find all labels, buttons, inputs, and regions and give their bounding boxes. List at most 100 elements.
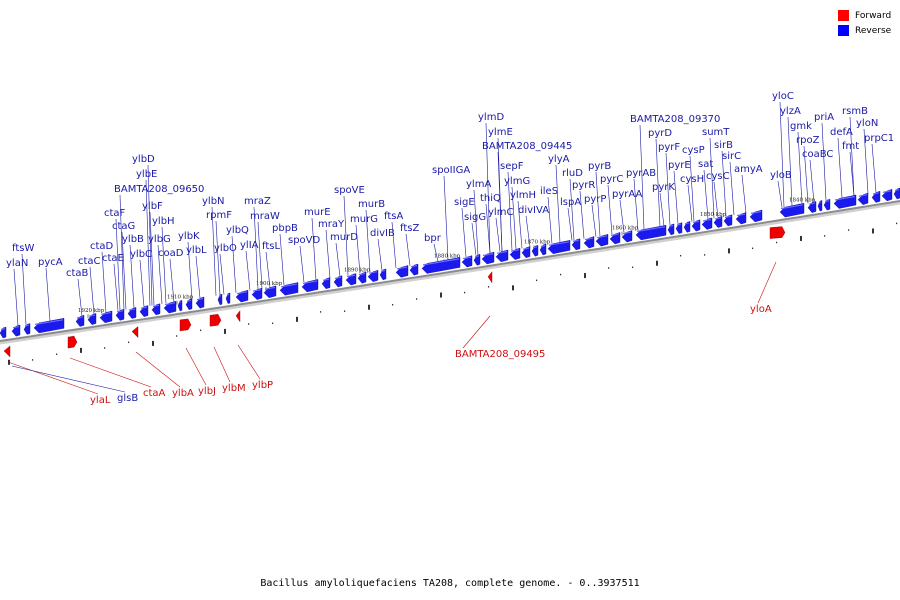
reverse-gene-label[interactable]: sigE [454, 197, 475, 208]
forward-gene-label[interactable]: yloA [750, 304, 772, 315]
reverse-gene-label[interactable]: ylmC [488, 207, 513, 218]
forward-gene-label[interactable]: ylbP [252, 380, 273, 391]
reverse-gene-label[interactable]: spoVD [288, 235, 321, 246]
forward-gene-label[interactable]: ylaL [90, 395, 111, 406]
forward-feature-arrow[interactable] [235, 310, 241, 323]
reverse-gene-label[interactable]: BAMTA208_09650 [114, 184, 204, 195]
reverse-gene-label[interactable]: pyrC [600, 174, 623, 185]
reverse-gene-label[interactable]: ylbL [186, 245, 207, 256]
reverse-gene-label[interactable]: ylbO [214, 243, 237, 254]
reverse-gene-label[interactable]: ylbB [122, 234, 144, 245]
reverse-gene-label[interactable]: murE [304, 207, 331, 218]
reverse-gene-label[interactable]: rsmB [842, 106, 868, 117]
reverse-gene-label[interactable]: ftsZ [400, 223, 419, 234]
reverse-gene-label[interactable]: ctaC [78, 256, 101, 267]
forward-gene-label[interactable]: ctaA [143, 388, 166, 399]
reverse-gene-label[interactable]: yloB [770, 170, 792, 181]
reverse-gene-label[interactable]: ylbE [136, 169, 157, 180]
reverse-gene-label[interactable]: ftsW [12, 243, 34, 254]
reverse-gene-label[interactable]: mraZ [244, 196, 271, 207]
reverse-gene-label[interactable]: ileS [540, 186, 558, 197]
forward-feature-arrow[interactable] [487, 271, 493, 284]
reverse-gene-label[interactable]: pyrF [658, 142, 680, 153]
reverse-gene-label[interactable]: yloN [856, 118, 878, 129]
reverse-gene-label[interactable]: pyrAB [626, 168, 656, 179]
reverse-gene-label[interactable]: pyrB [588, 161, 611, 172]
forward-feature-arrow[interactable] [3, 345, 11, 358]
reverse-gene-label[interactable]: coaD [158, 248, 184, 259]
forward-feature-arrow[interactable] [67, 335, 78, 349]
reverse-gene-label[interactable]: ylmA [466, 179, 491, 190]
reverse-gene-label[interactable]: mraW [250, 211, 280, 222]
reverse-gene-label[interactable]: murD [330, 232, 358, 243]
reverse-gene-label[interactable]: divIVA [518, 205, 549, 216]
reverse-gene-label[interactable]: pyrE [668, 160, 691, 171]
reverse-gene-label[interactable]: rpoZ [796, 135, 820, 146]
reverse-gene-label[interactable]: bpr [424, 233, 442, 244]
reverse-gene-label[interactable]: ylbK [178, 231, 200, 242]
reverse-gene-label[interactable]: ylbQ [226, 225, 249, 236]
reverse-gene-label[interactable]: ylbC [130, 249, 152, 260]
reverse-gene-label[interactable]: ftsL [262, 241, 280, 252]
reverse-gene-label[interactable]: pyrD [648, 128, 672, 139]
reverse-gene-label[interactable]: ftsA [384, 211, 403, 222]
reverse-gene-label[interactable]: cysH [680, 174, 704, 185]
reverse-gene-label[interactable]: ctaG [112, 221, 135, 232]
reverse-gene-label[interactable]: BAMTA208_09370 [630, 114, 720, 125]
reverse-gene-label[interactable]: ctaF [104, 208, 126, 219]
reverse-gene-label[interactable]: sigG [464, 212, 486, 223]
reverse-gene-label[interactable]: pyrP [584, 194, 606, 205]
reverse-gene-label[interactable]: ylbH [152, 216, 175, 227]
forward-gene-label[interactable]: BAMTA208_09495 [455, 349, 545, 360]
reverse-gene-label[interactable]: sirC [722, 151, 741, 162]
forward-feature-arrow[interactable] [209, 314, 222, 327]
reverse-gene-label[interactable]: pyrR [572, 180, 595, 191]
reverse-gene-label[interactable]: amyA [734, 164, 763, 175]
reverse-gene-label[interactable]: ylmE [488, 127, 513, 138]
reverse-gene-label[interactable]: ctaB [66, 268, 89, 279]
reverse-gene-label[interactable]: ylbF [142, 201, 163, 212]
reverse-gene-label[interactable]: ylmD [478, 112, 504, 123]
reverse-gene-label[interactable]: sirB [714, 140, 733, 151]
reverse-gene-label[interactable]: coaBC [802, 149, 833, 160]
reverse-gene-label[interactable]: sat [698, 159, 713, 170]
reverse-gene-label[interactable]: rluD [562, 168, 583, 179]
forward-gene-label[interactable]: ylbJ [198, 386, 216, 397]
reverse-gene-label[interactable]: cysP [682, 145, 705, 156]
reverse-gene-label[interactable]: ylbN [202, 196, 225, 207]
reverse-gene-label[interactable]: lspA [560, 197, 581, 208]
forward-feature-arrow[interactable] [179, 318, 192, 332]
reverse-gene-label[interactable]: sepF [500, 161, 524, 172]
reverse-gene-label[interactable]: murG [350, 214, 378, 225]
forward-gene-label[interactable]: ylbA [172, 388, 194, 399]
reverse-gene-label[interactable]: ctaD [90, 241, 114, 252]
forward-feature-arrow[interactable] [131, 326, 139, 338]
reverse-gene-label[interactable]: defA [830, 127, 853, 138]
reverse-gene-label[interactable]: sumT [702, 127, 730, 138]
reverse-gene-label[interactable]: ctaE [102, 253, 124, 264]
reverse-gene-label[interactable]: pycA [38, 257, 63, 268]
forward-feature-arrow[interactable] [769, 226, 786, 239]
reverse-gene-label[interactable]: ylIA [240, 240, 259, 251]
reverse-gene-label[interactable]: pyrAA [612, 189, 642, 200]
forward-gene-label[interactable]: glsB [117, 393, 138, 404]
reverse-gene-label[interactable]: pyrK [652, 182, 675, 193]
reverse-gene-label[interactable]: spoVE [334, 185, 365, 196]
reverse-gene-label[interactable]: cysC [706, 171, 730, 182]
reverse-gene-label[interactable]: yloC [772, 91, 794, 102]
reverse-gene-label[interactable]: ylbD [132, 154, 155, 165]
reverse-gene-label[interactable]: prpC1 [864, 133, 894, 144]
reverse-gene-label[interactable]: rpmF [206, 210, 232, 221]
reverse-gene-label[interactable]: priA [814, 112, 834, 123]
reverse-gene-label[interactable]: fmt [842, 141, 859, 152]
reverse-gene-label[interactable]: ylaN [6, 258, 28, 269]
reverse-gene-label[interactable]: ylyA [548, 154, 570, 165]
reverse-gene-label[interactable]: ylmG [504, 176, 530, 187]
reverse-gene-label[interactable]: mraY [318, 219, 345, 230]
forward-gene-label[interactable]: ylbM [222, 383, 246, 394]
reverse-gene-label[interactable]: spoIIGA [432, 165, 470, 176]
reverse-gene-label[interactable]: ylmH [510, 190, 536, 201]
reverse-gene-label[interactable]: ylzA [780, 106, 801, 117]
reverse-gene-label[interactable]: ylbG [148, 234, 171, 245]
reverse-gene-label[interactable]: gmk [790, 121, 812, 132]
